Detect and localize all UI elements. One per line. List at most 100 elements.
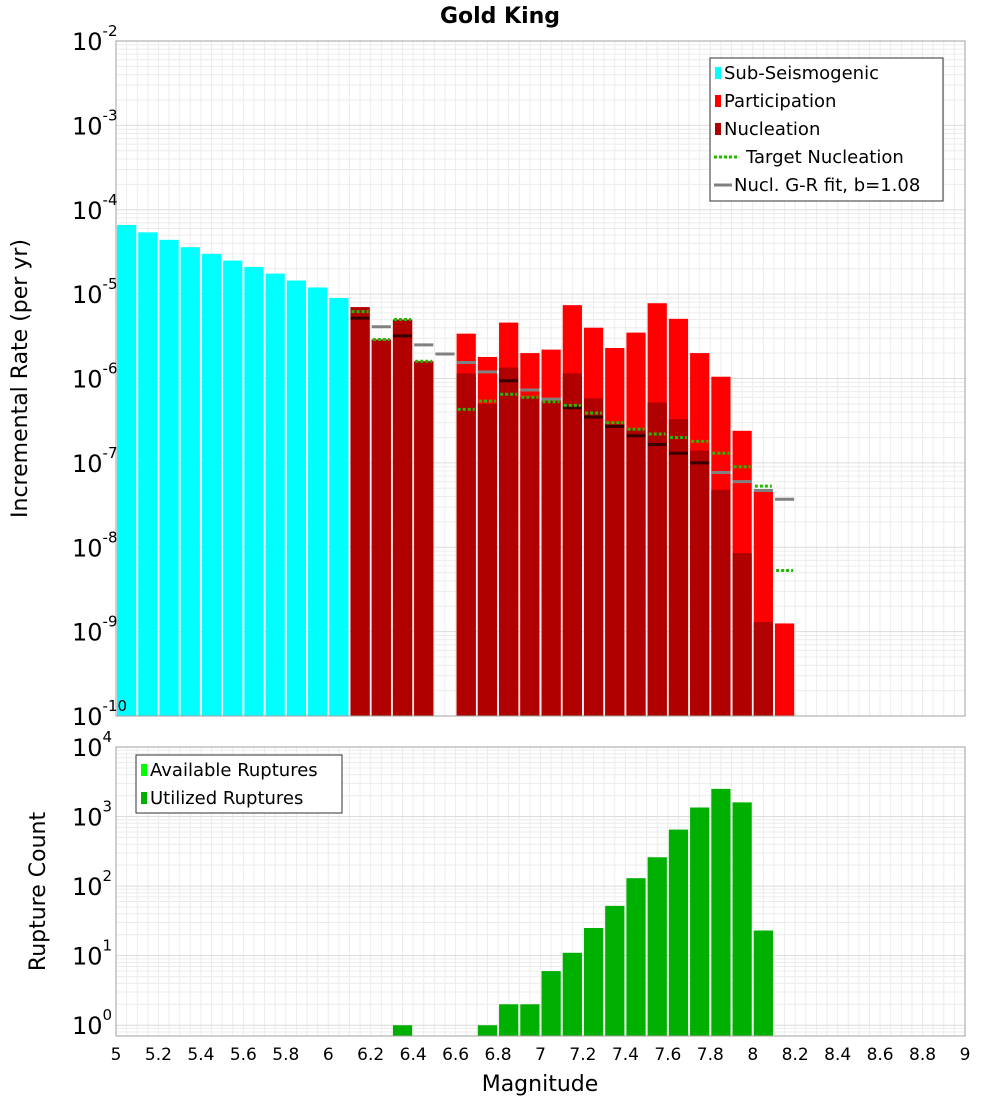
nucleation-bar bbox=[350, 307, 370, 716]
utilized-rupture-bar bbox=[605, 905, 625, 1036]
y-tick-exponent: -7 bbox=[103, 444, 118, 462]
y-tick-label: 10-3 bbox=[72, 106, 118, 140]
y-tick-exponent: -4 bbox=[103, 191, 118, 209]
x-tick-label: 7.4 bbox=[612, 1045, 639, 1065]
y-tick-exponent: 2 bbox=[103, 867, 113, 885]
y-tick-label: 10-8 bbox=[72, 528, 118, 562]
nucleation-bar bbox=[732, 553, 752, 716]
y-tick-label: 103 bbox=[72, 798, 112, 832]
legend-label: Participation bbox=[724, 91, 836, 112]
y-tick-label: 104 bbox=[72, 728, 112, 762]
nucleation-bar bbox=[583, 398, 604, 716]
participation-bar bbox=[774, 623, 795, 716]
legend-label: Sub-Seismogenic bbox=[724, 63, 879, 84]
sub-seismogenic-bar bbox=[329, 297, 349, 716]
legend-label: Nucl. G-R fit, b=1.08 bbox=[734, 175, 920, 196]
x-tick-label: 9 bbox=[960, 1045, 971, 1065]
legend-swatch bbox=[715, 67, 721, 79]
nucleation-bar bbox=[371, 339, 391, 716]
y-tick-exponent: -5 bbox=[103, 275, 118, 293]
y-axis-label-2: Rupture Count bbox=[26, 812, 51, 972]
x-tick-label: 6.2 bbox=[357, 1045, 384, 1065]
sub-seismogenic-bar bbox=[223, 260, 243, 716]
y-tick-exponent: -6 bbox=[103, 360, 118, 378]
utilized-rupture-bar bbox=[392, 1025, 413, 1036]
nucleation-bar bbox=[562, 373, 582, 716]
utilized-rupture-bar bbox=[520, 1004, 540, 1036]
y-tick-label: 10-10 bbox=[72, 697, 127, 731]
utilized-rupture-bar bbox=[668, 829, 689, 1036]
y-axis-label: Incremental Rate (per yr) bbox=[8, 239, 33, 518]
y-tick-base: 10 bbox=[72, 703, 103, 731]
x-tick-label: 7.2 bbox=[569, 1045, 596, 1065]
x-tick-label: 5 bbox=[111, 1045, 122, 1065]
plot-frame bbox=[115, 40, 966, 717]
y-tick-exponent: 3 bbox=[103, 798, 113, 816]
nucleation-bar bbox=[690, 450, 710, 716]
y-tick-base: 10 bbox=[72, 619, 103, 647]
y-tick-exponent: -8 bbox=[103, 528, 118, 546]
x-tick-label: 5.6 bbox=[230, 1045, 257, 1065]
y-tick-base: 10 bbox=[72, 804, 103, 832]
sub-seismogenic-bar bbox=[265, 273, 285, 716]
y-tick-exponent: 1 bbox=[103, 937, 113, 955]
legend-label: Utilized Ruptures bbox=[150, 788, 303, 809]
x-tick-label: 8.2 bbox=[782, 1045, 809, 1065]
x-tick-label: 5.4 bbox=[187, 1045, 214, 1065]
legend-label: Available Ruptures bbox=[150, 760, 318, 781]
sub-seismogenic-bar bbox=[244, 266, 264, 716]
utilized-rupture-bar bbox=[732, 802, 752, 1036]
y-tick-label: 10-4 bbox=[72, 191, 118, 225]
nucleation-bar bbox=[414, 361, 434, 716]
x-tick-label: 8 bbox=[747, 1045, 758, 1065]
sub-seismogenic-bar bbox=[180, 247, 200, 716]
y-tick-label: 10-7 bbox=[72, 444, 118, 478]
x-axis-label: Magnitude bbox=[482, 1072, 599, 1097]
legend-box bbox=[709, 57, 944, 202]
x-tick-label: 7.8 bbox=[697, 1045, 724, 1065]
x-tick-label: 6.8 bbox=[485, 1045, 512, 1065]
x-tick-label: 5.2 bbox=[145, 1045, 172, 1065]
y-tick-label: 10-9 bbox=[72, 613, 118, 647]
rate-plot: 10-1010-910-810-710-610-510-410-310-2Gol… bbox=[8, 4, 966, 731]
x-tick-label: 6 bbox=[323, 1045, 334, 1065]
y-tick-label: 101 bbox=[72, 937, 112, 971]
utilized-rupture-bar bbox=[477, 1025, 498, 1036]
utilized-rupture-bar bbox=[690, 807, 710, 1036]
utilized-rupture-bar bbox=[753, 930, 773, 1036]
nucleation-bar bbox=[605, 423, 625, 716]
y-tick-label: 10-5 bbox=[72, 275, 118, 309]
y-tick-base: 10 bbox=[72, 534, 103, 562]
y-tick-label: 10-2 bbox=[72, 22, 118, 56]
sub-seismogenic-bar bbox=[308, 287, 328, 716]
x-tick-label: 6.6 bbox=[442, 1045, 469, 1065]
y-tick-base: 10 bbox=[72, 366, 103, 394]
sub-seismogenic-bar bbox=[138, 232, 158, 716]
utilized-rupture-bar bbox=[562, 952, 582, 1036]
y-tick-exponent: -10 bbox=[103, 697, 128, 715]
x-tick-label: 6.4 bbox=[400, 1045, 427, 1065]
legend-swatch bbox=[715, 123, 721, 135]
legend-swatch bbox=[141, 792, 147, 804]
legend-swatch bbox=[715, 95, 721, 107]
y-tick-base: 10 bbox=[72, 1012, 103, 1040]
x-tick-label: 8.6 bbox=[867, 1045, 894, 1065]
y-tick-exponent: -3 bbox=[103, 106, 118, 124]
nucleation-bar bbox=[753, 622, 773, 716]
y-tick-exponent: -2 bbox=[103, 22, 118, 40]
utilized-rupture-bar bbox=[626, 878, 646, 1036]
nucleation-bar bbox=[477, 403, 498, 716]
legend-label: Target Nucleation bbox=[745, 147, 904, 168]
y-tick-base: 10 bbox=[72, 943, 103, 971]
sub-seismogenic-bar bbox=[159, 239, 179, 716]
y-tick-label: 10-6 bbox=[72, 360, 118, 394]
sub-seismogenic-bar bbox=[201, 253, 222, 716]
legend-swatch bbox=[141, 764, 147, 776]
chart-title: Gold King bbox=[440, 4, 560, 29]
sub-seismogenic-bar bbox=[117, 224, 137, 716]
y-tick-base: 10 bbox=[72, 450, 103, 478]
x-tick-label: 7.6 bbox=[654, 1045, 681, 1065]
x-tick-label: 5.8 bbox=[272, 1045, 299, 1065]
utilized-rupture-bar bbox=[499, 1004, 519, 1036]
